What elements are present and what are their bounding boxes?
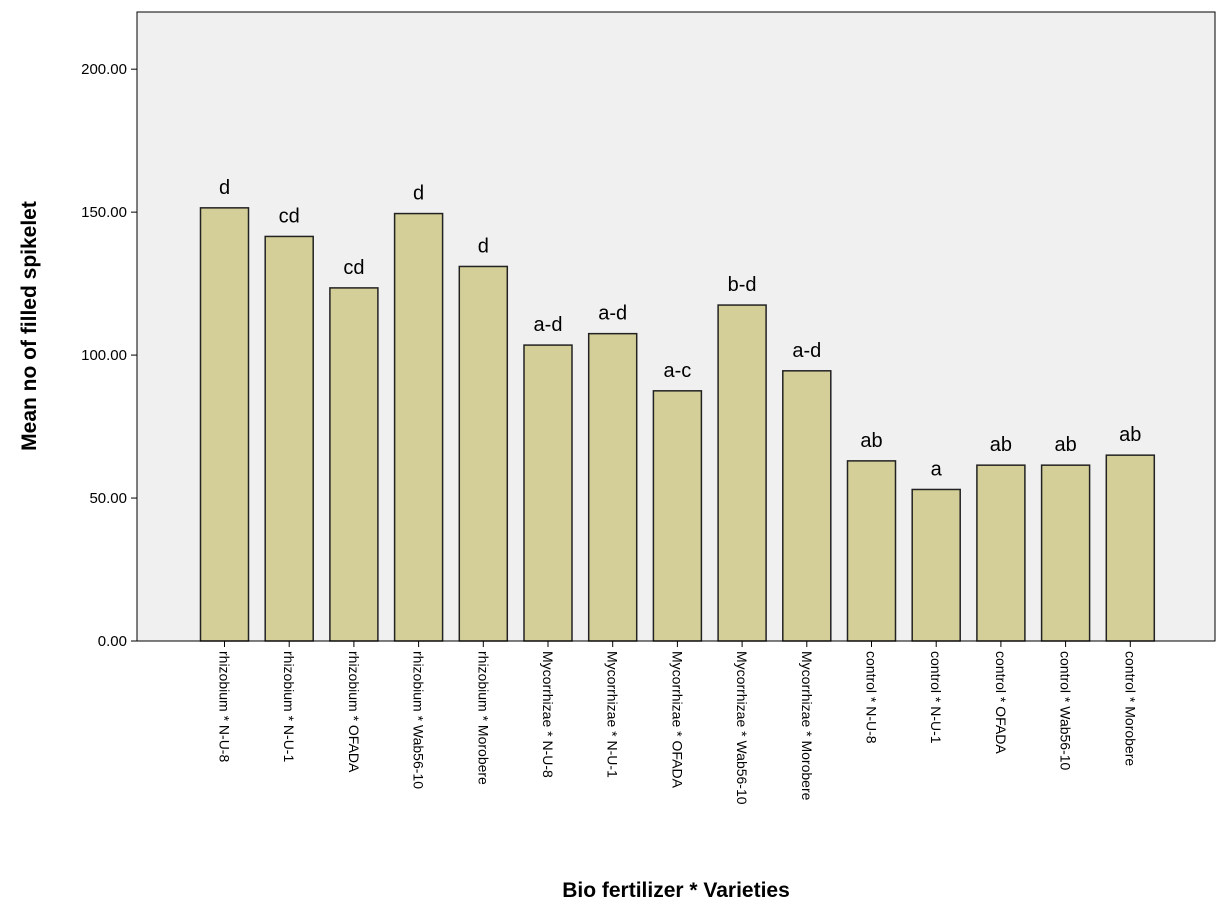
x-tick-label: rhizobium * Morobere	[475, 651, 491, 785]
x-tick-label: Mycorrhizae * Wab56-10	[734, 651, 750, 805]
x-tick-label: Mycorrhizae * OFADA	[669, 651, 685, 789]
y-tick-label: 50.00	[89, 490, 127, 507]
x-tick-label: control * Wab56-10	[1058, 651, 1074, 771]
bar	[264, 235, 314, 642]
x-axis-title: Bio fertilizer * Varieties	[562, 879, 790, 902]
bar	[1105, 454, 1156, 642]
bar-significance-label: cd	[343, 257, 364, 279]
y-tick-label: 150.00	[81, 204, 127, 221]
bar-significance-label: d	[219, 177, 230, 199]
bar	[393, 212, 444, 642]
bar	[587, 332, 638, 642]
bar	[782, 370, 832, 642]
bar-significance-label: a-d	[598, 303, 627, 325]
y-tick-label: 100.00	[81, 347, 127, 364]
x-tick-label: control * OFADA	[993, 651, 1009, 754]
bar	[911, 488, 961, 642]
x-tick-label: control * N-U-1	[928, 651, 944, 744]
y-tick-label: 200.00	[81, 61, 127, 78]
x-tick-label: rhizobium * N-U-1	[281, 651, 297, 762]
y-tick-label: 0.00	[98, 633, 127, 650]
bar	[652, 390, 703, 642]
bar-significance-label: d	[478, 235, 489, 257]
bar-significance-label: ab	[1119, 424, 1141, 446]
bar-significance-label: ab	[860, 430, 882, 452]
bar	[1040, 464, 1091, 642]
bar	[458, 265, 509, 642]
bar-significance-label: b-d	[728, 274, 757, 296]
bar-significance-label: a	[931, 458, 943, 480]
bars-group: d cd cd d d a-d a-d a-c b-d a-d ab a ab ab ab	[199, 177, 1156, 642]
bar-significance-label: a-d	[534, 314, 563, 336]
x-axis: rhizobium * N-U-8 rhizobium * N-U-1 rhizob…	[137, 640, 1215, 805]
bar-significance-label: a-c	[664, 360, 692, 382]
x-tick-label: Mycorrhizae * N-U-1	[605, 651, 621, 778]
bar-significance-label: ab	[1054, 434, 1076, 456]
bar	[846, 460, 897, 642]
x-tick-label: control * Morobere	[1122, 651, 1138, 766]
bar-significance-label: d	[413, 183, 424, 205]
x-tick-label: Mycorrhizae * N-U-8	[540, 651, 556, 778]
bar-significance-label: a-d	[792, 340, 821, 362]
bar	[329, 287, 379, 642]
bar-significance-label: ab	[990, 434, 1012, 456]
bar-significance-label: cd	[279, 205, 300, 227]
y-axis: 0.00 50.00 100.00 150.00 200.00	[81, 12, 138, 650]
bar	[717, 304, 767, 642]
bar	[976, 464, 1026, 642]
x-tick-label: rhizobium * OFADA	[346, 651, 362, 773]
bar	[199, 207, 250, 642]
y-axis-title: Mean no of filled spikelet	[18, 201, 41, 451]
x-tick-label: rhizobium * Wab56-10	[411, 651, 427, 789]
x-tick-label: Mycorrhizae * Morobere	[799, 651, 815, 801]
x-tick-label: control * N-U-8	[864, 651, 880, 744]
bar	[523, 344, 573, 642]
x-tick-label: rhizobium * N-U-8	[217, 651, 233, 762]
